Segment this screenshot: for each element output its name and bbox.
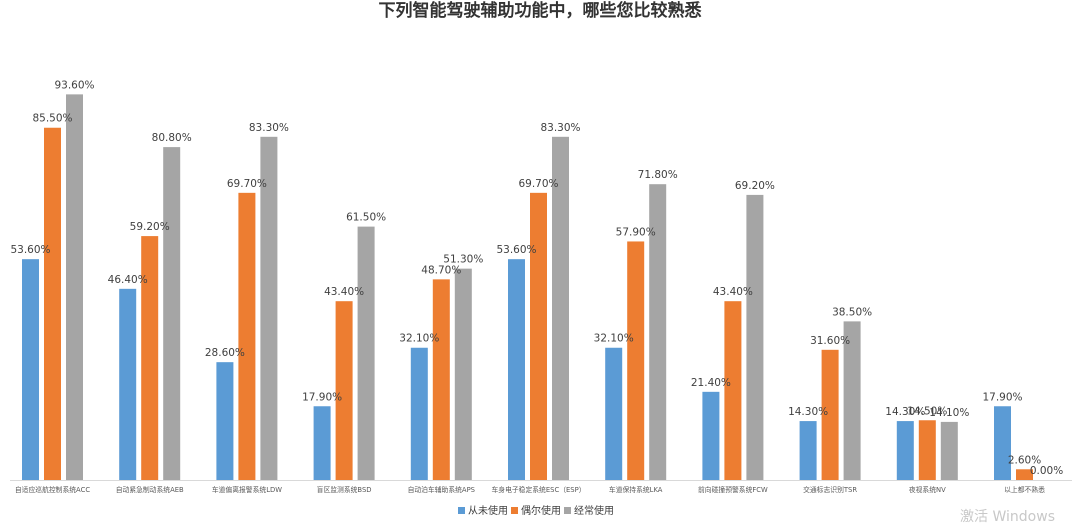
data-label: 83.30% [540,122,580,134]
bar [432,279,450,480]
legend-swatch [564,507,571,514]
data-label: 69.70% [227,178,267,190]
bar [702,391,720,480]
legend: 从未使用 偶尔使用 经常使用 [458,504,614,517]
category-tick-label: 交通标志识别TSR [803,485,857,494]
category-tick-label: 夜视系统NV [909,485,946,494]
bar [260,136,278,480]
category-tick-label: 车身电子稳定系统ESC（ESP） [491,485,585,494]
bar [649,184,667,480]
bar [605,347,623,480]
bar [410,347,428,480]
legend-label: 偶尔使用 [521,504,561,517]
category-tick-label: 以上都不熟悉 [1004,485,1045,494]
data-label: 14.10% [929,407,969,419]
bar [821,349,839,480]
data-label: 32.10% [399,333,439,345]
data-label: 59.20% [130,221,170,233]
bar [357,226,375,480]
value-label-group: 53.60% 85.50% 93.60% 46.40% 59.20% 80.80% 28.6… [10,79,1063,477]
data-label: 31.60% [810,335,850,347]
data-label: 28.60% [205,347,245,359]
category-tick-label: 自适应巡航控制系统ACC [15,485,90,494]
bar [918,420,936,480]
bar [313,406,331,480]
bar [44,127,61,481]
bar [119,288,137,480]
bar [454,268,472,480]
data-label: 57.90% [616,226,656,238]
data-label: 38.50% [832,306,872,318]
bar [163,147,181,480]
data-label: 14.30% [885,406,925,418]
data-label: 85.50% [32,113,72,125]
legend-label: 经常使用 [574,504,614,517]
category-label-group: 自适应巡航控制系统ACC 自动紧急制动系统AEB 车道偏离报警系统LDW 盲区监测系统… [15,485,1045,494]
data-label: 17.90% [302,391,342,403]
bar [530,192,547,480]
data-label: 17.90% [982,391,1022,403]
category-tick-label: 车道保持系统LKA [609,485,663,494]
bar [552,136,569,480]
data-label: 53.60% [496,244,536,256]
data-label: 14.30% [788,406,828,418]
category-tick-label: 自动泊车辅助系统APS [408,485,475,494]
bar [843,321,861,480]
data-label: 32.10% [594,333,634,345]
data-label: 21.40% [691,377,731,389]
data-label: 53.60% [10,244,50,256]
bar [22,259,39,480]
bar [1016,469,1033,480]
data-label: 61.50% [346,212,386,224]
data-label: 43.40% [713,286,753,298]
bar [141,236,159,480]
category-tick-label: 盲区监测系统BSD [317,485,372,494]
bar [627,241,645,480]
bar [238,192,256,480]
bar-series-group [22,94,1033,481]
data-label: 43.40% [324,286,364,298]
legend-swatch [511,507,518,514]
data-label: 80.80% [152,132,192,144]
data-label: 48.70% [421,264,461,276]
legend-label: 从未使用 [468,504,508,517]
bar [746,194,764,480]
data-label: 0.00% [1030,465,1063,477]
category-tick-label: 前向碰撞预警系统FCW [698,485,768,494]
category-tick-label: 车道偏离报警系统LDW [212,485,282,494]
bar [799,421,817,480]
bar [994,406,1011,480]
legend-swatch [458,507,465,514]
bar [66,94,83,481]
bar [724,301,742,480]
bar [216,362,234,480]
data-label: 46.40% [108,274,148,286]
bar [940,421,958,480]
data-label: 93.60% [54,79,94,91]
data-label: 71.80% [638,169,678,181]
chart-title: 下列智能驾驶辅助功能中，哪些您比较熟悉 [379,0,703,21]
data-label: 69.70% [518,178,558,190]
bar [335,301,353,480]
data-label: 14.50% [907,405,947,417]
data-label: 83.30% [249,122,289,134]
bar [896,421,914,480]
bar [508,259,525,480]
data-label: 51.30% [443,254,483,266]
data-label: 69.20% [735,180,775,192]
category-tick-label: 自动紧急制动系统AEB [116,485,184,494]
activation-watermark: 激活 Windows [960,508,1055,524]
data-label: 2.60% [1008,454,1041,466]
